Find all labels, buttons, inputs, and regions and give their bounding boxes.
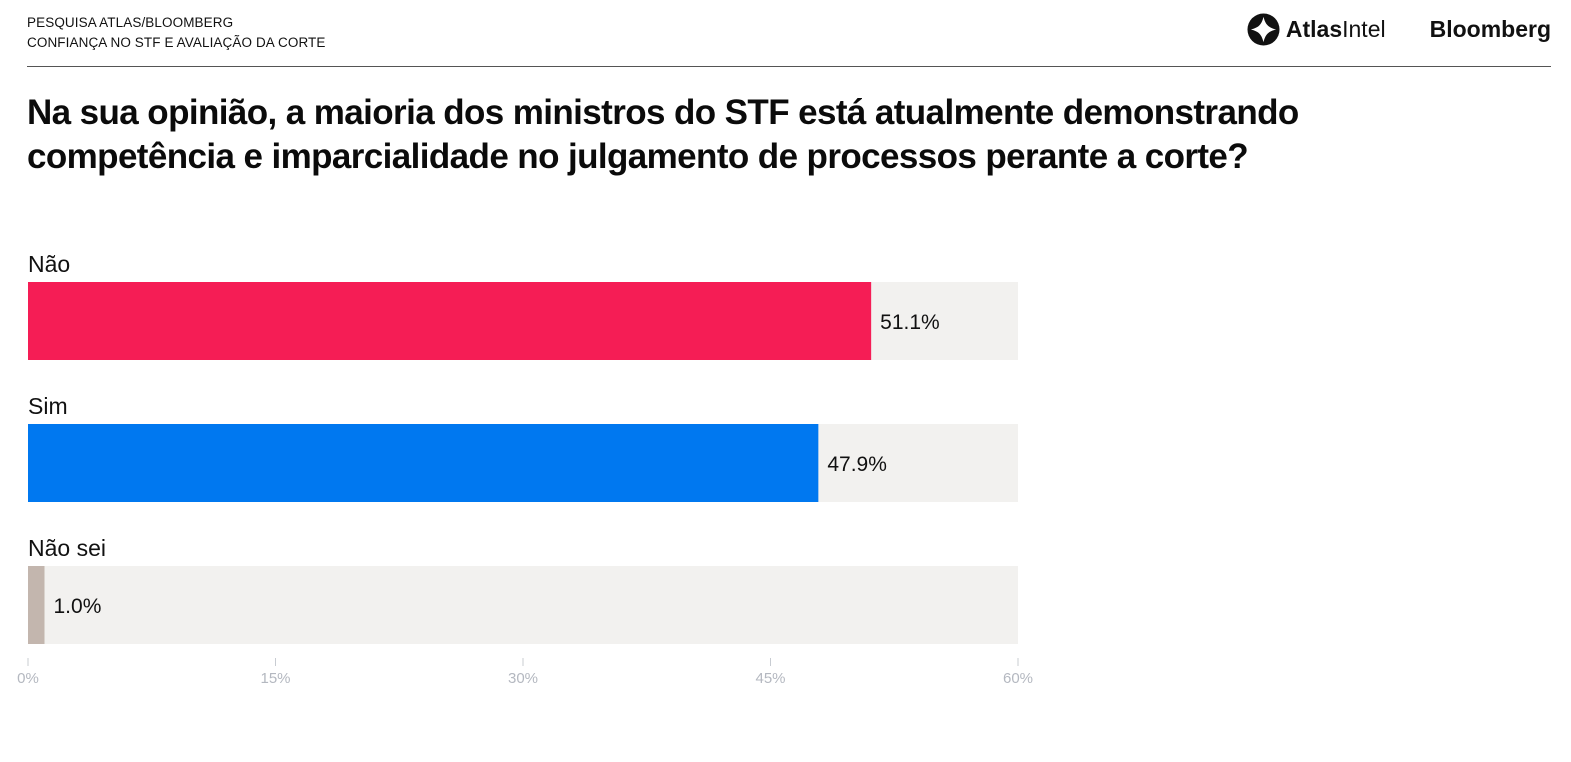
atlasintel-mark-icon	[1247, 12, 1280, 46]
atlasintel-logo: AtlasIntel	[1247, 12, 1386, 46]
x-tick-label-30: 30%	[508, 670, 538, 687]
data-label-nao: 51.1%	[880, 311, 940, 334]
data-label-nao-sei: 1.0%	[54, 595, 102, 618]
intel-text: Intel	[1342, 15, 1386, 42]
bloomberg-logo: Bloomberg	[1429, 15, 1551, 42]
category-label-sim: Sim	[28, 393, 68, 419]
x-tick-label-60: 60%	[1003, 670, 1033, 687]
category-label-nao-sei: Não sei	[28, 535, 106, 561]
logo-group: AtlasIntel Bloomberg	[1247, 12, 1551, 46]
x-tick-label-0: 0%	[17, 670, 39, 687]
kicker-line-2: CONFIANÇA NO STF E AVALIAÇÃO DA CORTE	[27, 35, 326, 50]
question-title: Na sua opinião, a maioria dos ministros …	[27, 93, 1299, 176]
bar-nao	[28, 282, 872, 360]
x-tick-label-45: 45%	[755, 670, 785, 687]
bar-track-nao-sei	[28, 566, 1018, 644]
data-label-sim: 47.9%	[827, 453, 887, 476]
atlas-bold-text: Atlas	[1285, 15, 1343, 42]
x-tick-label-15: 15%	[260, 670, 290, 687]
kicker-line-1: PESQUISA ATLAS/BLOOMBERG	[27, 15, 234, 30]
atlasintel-wordmark: AtlasIntel	[1286, 16, 1386, 43]
category-label-nao: Não	[28, 251, 70, 277]
bar-sim	[28, 424, 819, 502]
bar-nao-sei	[28, 566, 45, 644]
header-divider	[27, 66, 1551, 67]
header-kicker: PESQUISA ATLAS/BLOOMBERG CONFIANÇA NO ST…	[27, 13, 326, 53]
